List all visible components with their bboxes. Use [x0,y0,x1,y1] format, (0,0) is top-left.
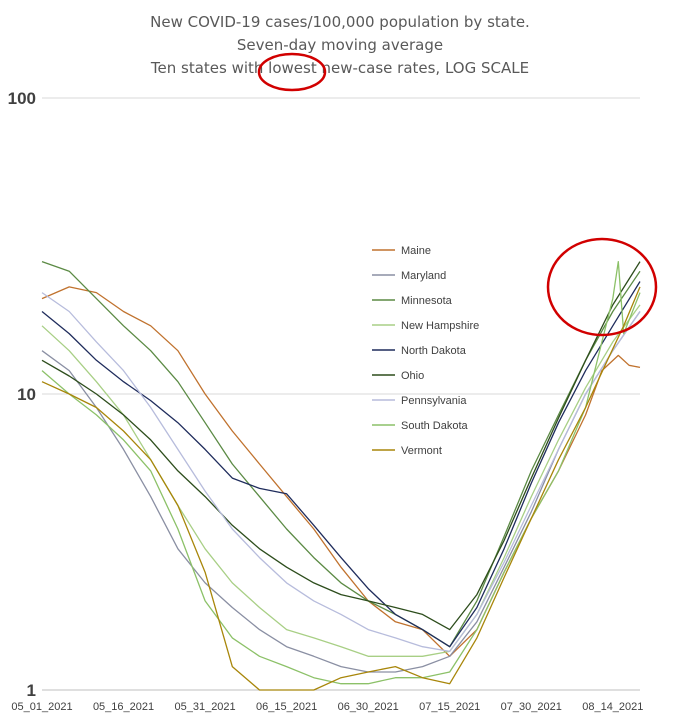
x-tick-label: 06_30_2021 [338,701,399,713]
title-line-1: New COVID-19 cases/100,000 population by… [150,13,530,31]
x-tick-label: 05_01_2021 [11,701,72,713]
annotation-circle-peaks [546,237,658,337]
y-tick-label: 10 [17,385,36,404]
series-line-maine [41,286,641,657]
legend-label: Vermont [401,445,442,457]
legend-label: New Hampshire [401,320,479,332]
x-tick-label: 05_16_2021 [93,701,154,713]
y-tick-label: 100 [8,89,36,108]
y-axis-ticks: 100 10 1 [8,89,36,700]
legend-label: Minnesota [401,295,453,307]
series-line-minnesota [41,260,641,648]
annotation-circle-title [257,52,327,92]
annotations [257,52,658,337]
legend-label: North Dakota [401,345,467,357]
series-line-ohio [41,261,641,631]
legend-label: Ohio [401,370,424,382]
x-tick-label: 07_15_2021 [419,701,480,713]
series-line-maryland [41,311,641,673]
x-tick-label: 06_15_2021 [256,701,317,713]
series-line-vermont [41,286,641,691]
x-tick-label: 07_30_2021 [501,701,562,713]
legend-label: Pennsylvania [401,395,467,407]
y-tick-label: 1 [27,681,36,700]
series-line-new-hampshire [41,304,641,657]
chart-title: New COVID-19 cases/100,000 population by… [150,13,530,77]
series-lines [41,260,641,691]
title-line-2: Seven-day moving average [237,36,443,54]
gridlines [42,97,640,691]
x-axis-ticks: 05_01_2021 05_16_2021 05_31_2021 06_15_2021… [11,701,643,713]
legend-label: Maine [401,245,431,257]
legend: Maine Maryland Minnesota New Hampshire North… [372,245,479,457]
title-line-3: Ten states with lowest new-case rates, L… [150,59,529,77]
x-tick-label: 08_14_2021 [582,701,643,713]
series-line-pennsylvania [41,292,641,653]
series-line-south-dakota [41,260,641,685]
x-tick-label: 05_31_2021 [174,701,235,713]
legend-label: South Dakota [401,420,469,432]
legend-label: Maryland [401,270,446,282]
